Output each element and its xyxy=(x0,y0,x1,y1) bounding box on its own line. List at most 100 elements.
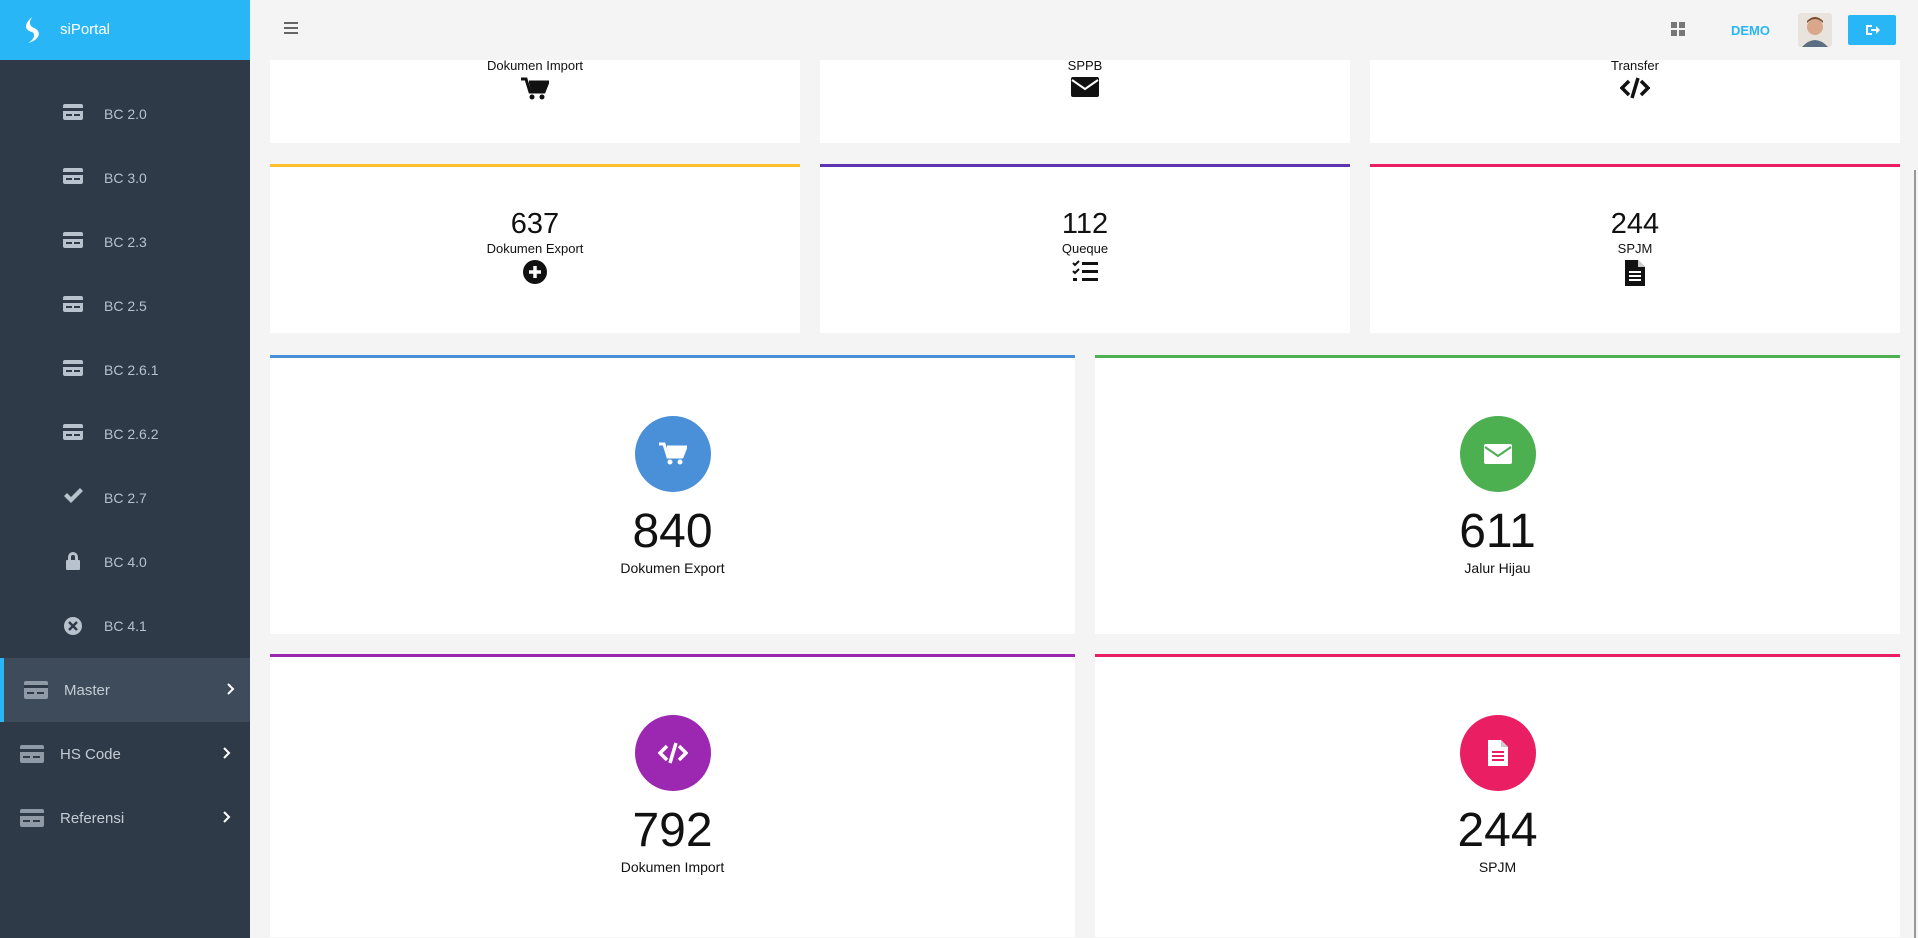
icon xyxy=(1483,444,1512,464)
stat-label: Transfer xyxy=(1611,58,1659,73)
stat-body: 244 SPJM xyxy=(1370,208,1900,286)
nav-item[interactable]: BC 2.5 xyxy=(0,274,250,338)
stat-body: Dokumen Import xyxy=(270,58,800,103)
stat-label: SPJM xyxy=(1617,241,1653,256)
stat-value: 244 xyxy=(1610,208,1660,240)
stat-card: 244 SPJM xyxy=(1370,164,1900,333)
stat-label: Dokumen Export xyxy=(486,241,584,256)
user-name[interactable]: DEMO xyxy=(1731,23,1770,38)
menu-toggle[interactable] xyxy=(284,22,298,34)
icon xyxy=(657,742,688,764)
summary-card: 611 Jalur Hijau xyxy=(1095,355,1900,634)
summary-icon xyxy=(1459,715,1536,791)
nav-label: BC 2.3 xyxy=(104,234,147,250)
nav-group[interactable]: Master xyxy=(0,658,250,722)
summary-label: SPJM xyxy=(1478,859,1517,875)
summary-icon xyxy=(634,416,711,492)
icon xyxy=(20,809,44,827)
icon xyxy=(521,77,551,100)
nav-label: Referensi xyxy=(60,810,125,827)
nav-group[interactable]: Referensi xyxy=(0,786,250,850)
stat-value: 112 xyxy=(1061,208,1109,240)
summary-body: 611 Jalur Hijau xyxy=(1095,416,1900,576)
summary-body: 244 SPJM xyxy=(1095,715,1900,875)
nav-label: BC 2.5 xyxy=(104,298,147,314)
icon xyxy=(523,260,547,284)
nav-item[interactable]: BC 2.7 xyxy=(0,466,250,530)
nav-label: BC 4.1 xyxy=(104,618,147,634)
summary-label: Jalur Hijau xyxy=(1464,560,1531,576)
summary-value: 840 xyxy=(632,505,713,558)
summary-label: Dokumen Import xyxy=(620,859,725,875)
icon xyxy=(63,360,83,376)
stat-icon xyxy=(1370,77,1900,103)
nav-item[interactable]: BC 4.1 xyxy=(0,594,250,658)
icon xyxy=(64,488,83,503)
header: DEMO xyxy=(250,0,1918,60)
icon xyxy=(1072,260,1098,281)
summary-card: 840 Dokumen Export xyxy=(270,355,1075,634)
icon xyxy=(63,424,83,440)
summary-body: 792 Dokumen Import xyxy=(270,715,1075,875)
summary-value: 611 xyxy=(1459,505,1536,558)
summary-card: 792 Dokumen Import xyxy=(270,654,1075,937)
icon xyxy=(63,104,83,120)
stat-icon xyxy=(820,77,1350,103)
logout-icon xyxy=(1866,25,1880,35)
stat-icon xyxy=(1370,260,1900,286)
stat-label: Queque xyxy=(1061,241,1109,256)
icon xyxy=(20,745,44,763)
summary-card: 244 SPJM xyxy=(1095,654,1900,937)
nav-label: BC 2.7 xyxy=(104,490,147,506)
nav-item[interactable]: BC 2.6.2 xyxy=(0,402,250,466)
stat-body: 112 Queque xyxy=(820,208,1350,286)
stat-icon xyxy=(270,77,800,103)
icon xyxy=(63,296,83,312)
icon xyxy=(658,442,687,465)
stat-value: 637 xyxy=(510,208,560,240)
icon xyxy=(1071,77,1099,97)
icon xyxy=(1487,740,1508,766)
summary-value: 244 xyxy=(1457,804,1538,857)
stat-label: Dokumen Import xyxy=(486,58,584,73)
nav-item[interactable]: BC 3.0 xyxy=(0,146,250,210)
logout-button[interactable] xyxy=(1848,15,1896,45)
chevron xyxy=(223,811,231,823)
summary-value: 792 xyxy=(632,804,713,857)
nav-label: Master xyxy=(64,682,110,699)
summary-icon xyxy=(634,715,711,791)
nav-label: HS Code xyxy=(60,746,121,763)
stat-body: Transfer xyxy=(1370,58,1900,103)
stat-icon xyxy=(820,260,1350,286)
nav-label: BC 2.6.2 xyxy=(104,426,159,442)
nav-label: BC 3.0 xyxy=(104,170,147,186)
sidebar: siPortal BC 2.0 BC 3.0 BC 2.3 BC 2.5 BC 2.6.… xyxy=(0,0,250,938)
icon xyxy=(63,232,83,248)
stat-label: SPPB xyxy=(1067,58,1103,73)
nav-group[interactable]: HS Code xyxy=(0,722,250,786)
stat-body: 637 Dokumen Export xyxy=(270,208,800,286)
icon xyxy=(1625,260,1645,286)
icon xyxy=(64,617,82,635)
nav-item[interactable]: BC 2.6.1 xyxy=(0,338,250,402)
summary-body: 840 Dokumen Export xyxy=(270,416,1075,576)
stat-body: SPPB xyxy=(820,58,1350,103)
brand-name: siPortal xyxy=(60,21,111,38)
nav-item[interactable]: BC 4.0 xyxy=(0,530,250,594)
icon xyxy=(1619,77,1651,99)
summary-icon xyxy=(1459,416,1536,492)
stat-icon xyxy=(270,260,800,286)
brand-bar[interactable]: siPortal xyxy=(0,0,250,60)
stat-card: 112 Queque xyxy=(820,164,1350,333)
scrollbar xyxy=(1914,170,1916,938)
avatar[interactable] xyxy=(1798,13,1832,47)
summary-label: Dokumen Export xyxy=(620,560,725,576)
nav-item[interactable]: BC 2.3 xyxy=(0,210,250,274)
nav-item[interactable]: BC 2.0 xyxy=(0,82,250,146)
icon xyxy=(66,552,80,570)
apps-icon[interactable] xyxy=(1671,22,1685,36)
nav-label: BC 2.6.1 xyxy=(104,362,159,378)
nav-label: BC 4.0 xyxy=(104,554,147,570)
chevron xyxy=(227,683,235,695)
